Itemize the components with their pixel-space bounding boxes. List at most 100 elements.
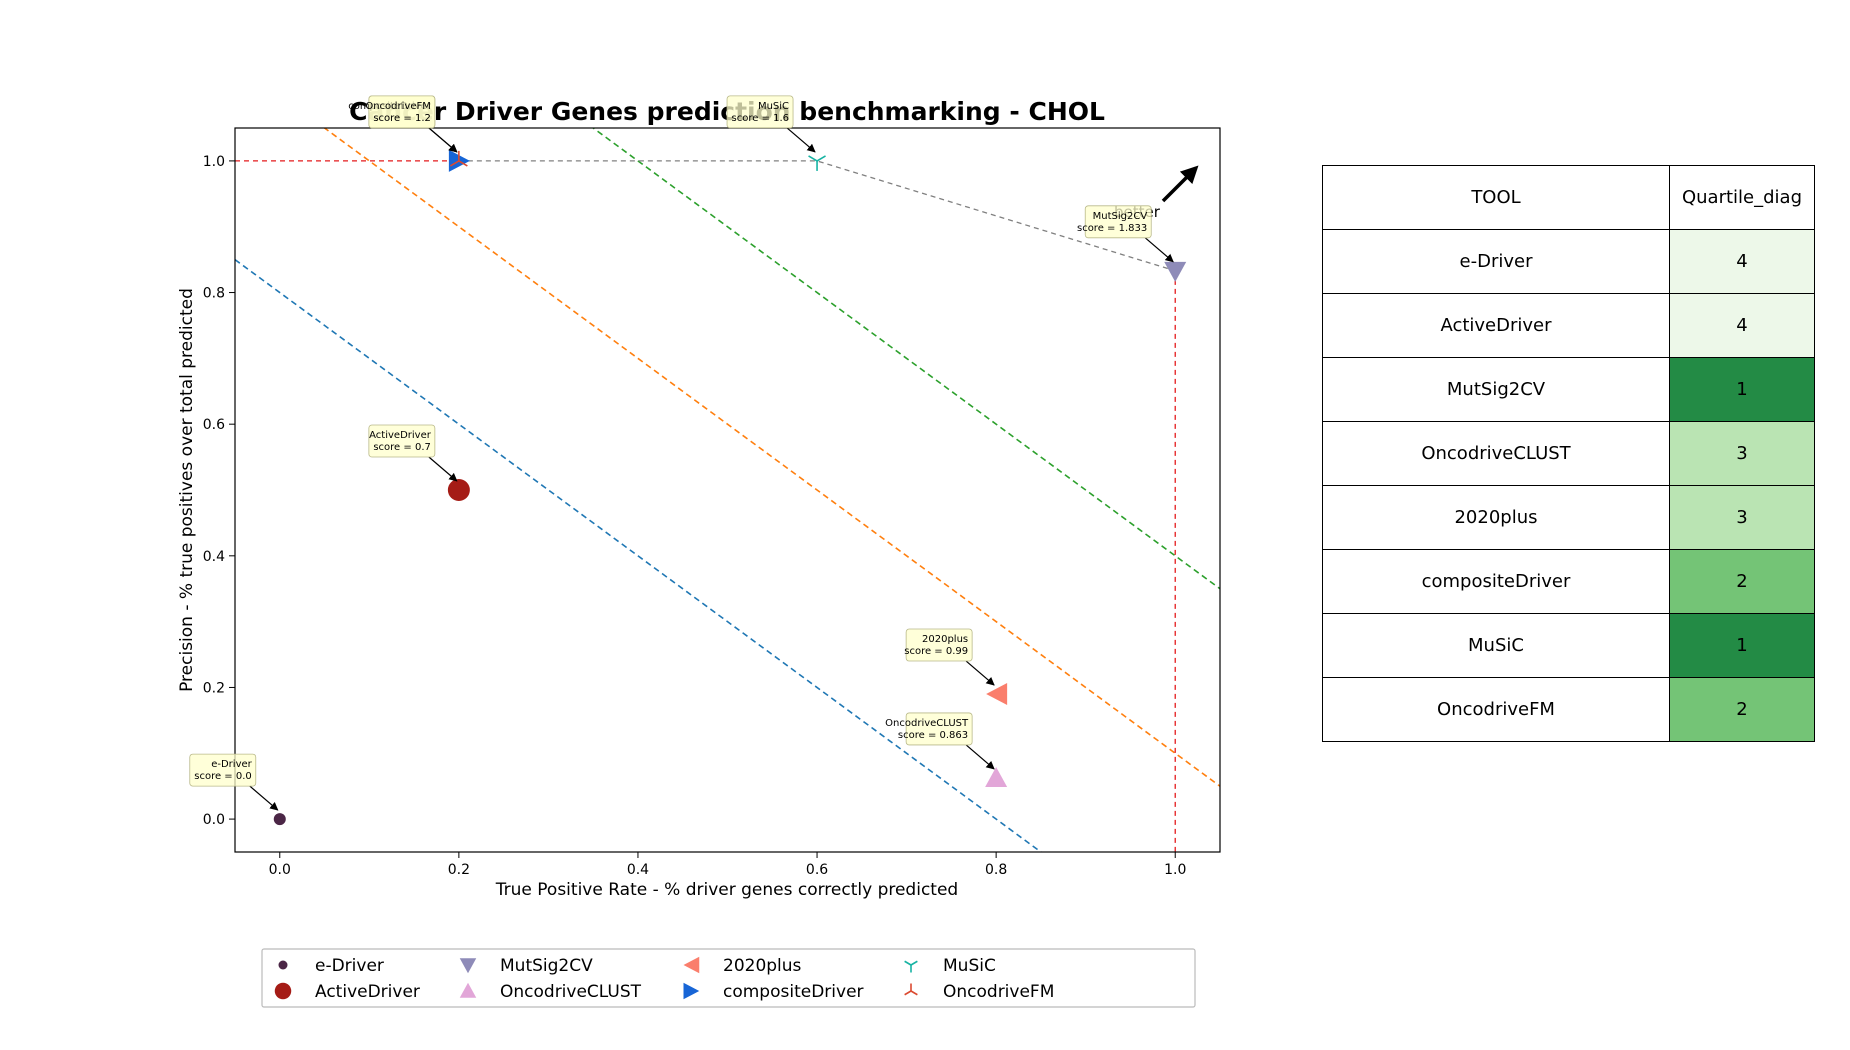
legend-marker-arm xyxy=(910,990,918,996)
legend-marker xyxy=(904,983,918,996)
legend-label: OncodriveFM xyxy=(943,982,1054,1002)
table-header-quartile: Quartile_diag xyxy=(1669,165,1815,230)
quartile-table: TOOL Quartile_diag e-Driver 4 ActiveDriver… xyxy=(1322,165,1815,742)
table-cell-tool: OncodriveFM xyxy=(1322,677,1670,742)
y-tick-label: 0.8 xyxy=(203,286,225,302)
point-2020plus xyxy=(986,683,1008,706)
table-cell-quartile: 1 xyxy=(1669,357,1815,422)
point-music-arm xyxy=(816,155,826,162)
annotation-arrow xyxy=(428,456,458,482)
annotation-box xyxy=(726,95,794,129)
annotation-name: ActiveDriver xyxy=(369,430,432,441)
diagonal-line-1 xyxy=(235,258,1043,852)
y-tick-label: 0.2 xyxy=(203,680,225,696)
legend-marker xyxy=(459,958,477,974)
annotation-name: MuSiC xyxy=(758,101,789,112)
diagonal-line-3 xyxy=(591,128,1220,590)
annotation-score: score = 0.7 xyxy=(373,442,431,453)
table-row: e-Driver 4 xyxy=(1322,229,1815,294)
table-header-tool: TOOL xyxy=(1322,165,1670,230)
point-music xyxy=(808,155,826,171)
point-mutsig2cv xyxy=(1164,261,1187,282)
annotation-score: score = 1.6 xyxy=(732,113,790,124)
y-axis-label: Precision - % true positives over total … xyxy=(177,288,197,692)
annotation-score: score = 0.99 xyxy=(904,646,968,657)
table-cell-quartile: 4 xyxy=(1669,229,1815,294)
point-music-arm xyxy=(808,155,818,162)
table-row: OncodriveFM 2 xyxy=(1322,677,1815,742)
legend-item-compositedriver: compositeDriver xyxy=(683,982,864,1002)
point-oncodriveclust xyxy=(985,766,1008,787)
y-tick-label: 0.6 xyxy=(203,417,225,433)
table-cell-tool: MuSiC xyxy=(1322,613,1670,678)
pareto-frontier-line xyxy=(458,160,1176,272)
plot-frame xyxy=(234,127,1221,853)
x-tick-label: 0.8 xyxy=(985,862,1007,878)
annotation-name: OncodriveFM xyxy=(365,101,431,112)
annotation-box xyxy=(905,628,973,662)
table-cell-quartile: 4 xyxy=(1669,293,1815,358)
table-header-row: TOOL Quartile_diag xyxy=(1322,165,1815,230)
annotation-arrow xyxy=(1144,237,1174,263)
annotation-box xyxy=(368,424,436,458)
table-row: MutSig2CV 1 xyxy=(1322,357,1815,422)
annotation-arrow xyxy=(786,127,816,153)
legend-marker-arm xyxy=(904,960,912,966)
point-activedriver xyxy=(447,479,470,501)
table-cell-tool: ActiveDriver xyxy=(1322,293,1670,358)
annotation-box xyxy=(189,753,257,787)
legend-item-oncodrivefm: OncodriveFM xyxy=(904,982,1054,1002)
annotation-box xyxy=(1084,205,1152,239)
legend-marker xyxy=(683,956,700,974)
table-row: MuSiC 1 xyxy=(1322,613,1815,678)
diagonal-line-2 xyxy=(323,128,1220,787)
annotation-arrow xyxy=(428,127,458,153)
x-tick-label: 0.0 xyxy=(269,862,291,878)
table-cell-quartile: 2 xyxy=(1669,549,1815,614)
table-cell-tool: e-Driver xyxy=(1322,229,1670,294)
table-cell-quartile: 3 xyxy=(1669,485,1815,550)
legend-item-e-driver: e-Driver xyxy=(278,956,384,976)
table-cell-tool: 2020plus xyxy=(1322,485,1670,550)
legend-item-activedriver: ActiveDriver xyxy=(274,982,420,1002)
legend-label: e-Driver xyxy=(315,956,384,976)
table-row: compositeDriver 2 xyxy=(1322,549,1815,614)
point-oncodrivefm-arm xyxy=(458,160,468,167)
annotation-arrow xyxy=(965,660,995,686)
legend-label: ActiveDriver xyxy=(315,982,420,1002)
legend-marker xyxy=(904,960,918,973)
x-tick-label: 1.0 xyxy=(1164,862,1186,878)
legend-marker xyxy=(683,982,700,1000)
legend-frame xyxy=(261,948,1196,1008)
legend-marker xyxy=(274,982,292,1000)
legend-item-2020plus: 2020plus xyxy=(683,956,802,976)
legend-label: MuSiC xyxy=(943,956,996,976)
table-cell-tool: OncodriveCLUST xyxy=(1322,421,1670,486)
legend-marker-arm xyxy=(904,990,912,996)
y-tick-label: 1.0 xyxy=(203,154,225,170)
table-cell-tool: compositeDriver xyxy=(1322,549,1670,614)
annotation-box xyxy=(905,712,973,746)
legend-marker xyxy=(278,960,288,970)
x-axis-label: True Positive Rate - % driver genes corr… xyxy=(495,880,958,900)
legend-item-mutsig2cv: MutSig2CV xyxy=(459,956,593,976)
annotation-score: score = 1.2 xyxy=(373,113,431,124)
legend-label: MutSig2CV xyxy=(500,956,593,976)
annotation-arrow xyxy=(249,785,279,811)
legend-marker xyxy=(459,982,477,998)
annotation-score: score = 0.0 xyxy=(194,771,252,782)
table-row: 2020plus 3 xyxy=(1322,485,1815,550)
annotation-box xyxy=(368,95,436,129)
table-cell-tool: MutSig2CV xyxy=(1322,357,1670,422)
annotation-name: MutSig2CV xyxy=(1093,211,1148,222)
y-tick-label: 0.0 xyxy=(203,812,225,828)
annotation-name: e-Driver xyxy=(211,759,252,770)
table-cell-quartile: 3 xyxy=(1669,421,1815,486)
